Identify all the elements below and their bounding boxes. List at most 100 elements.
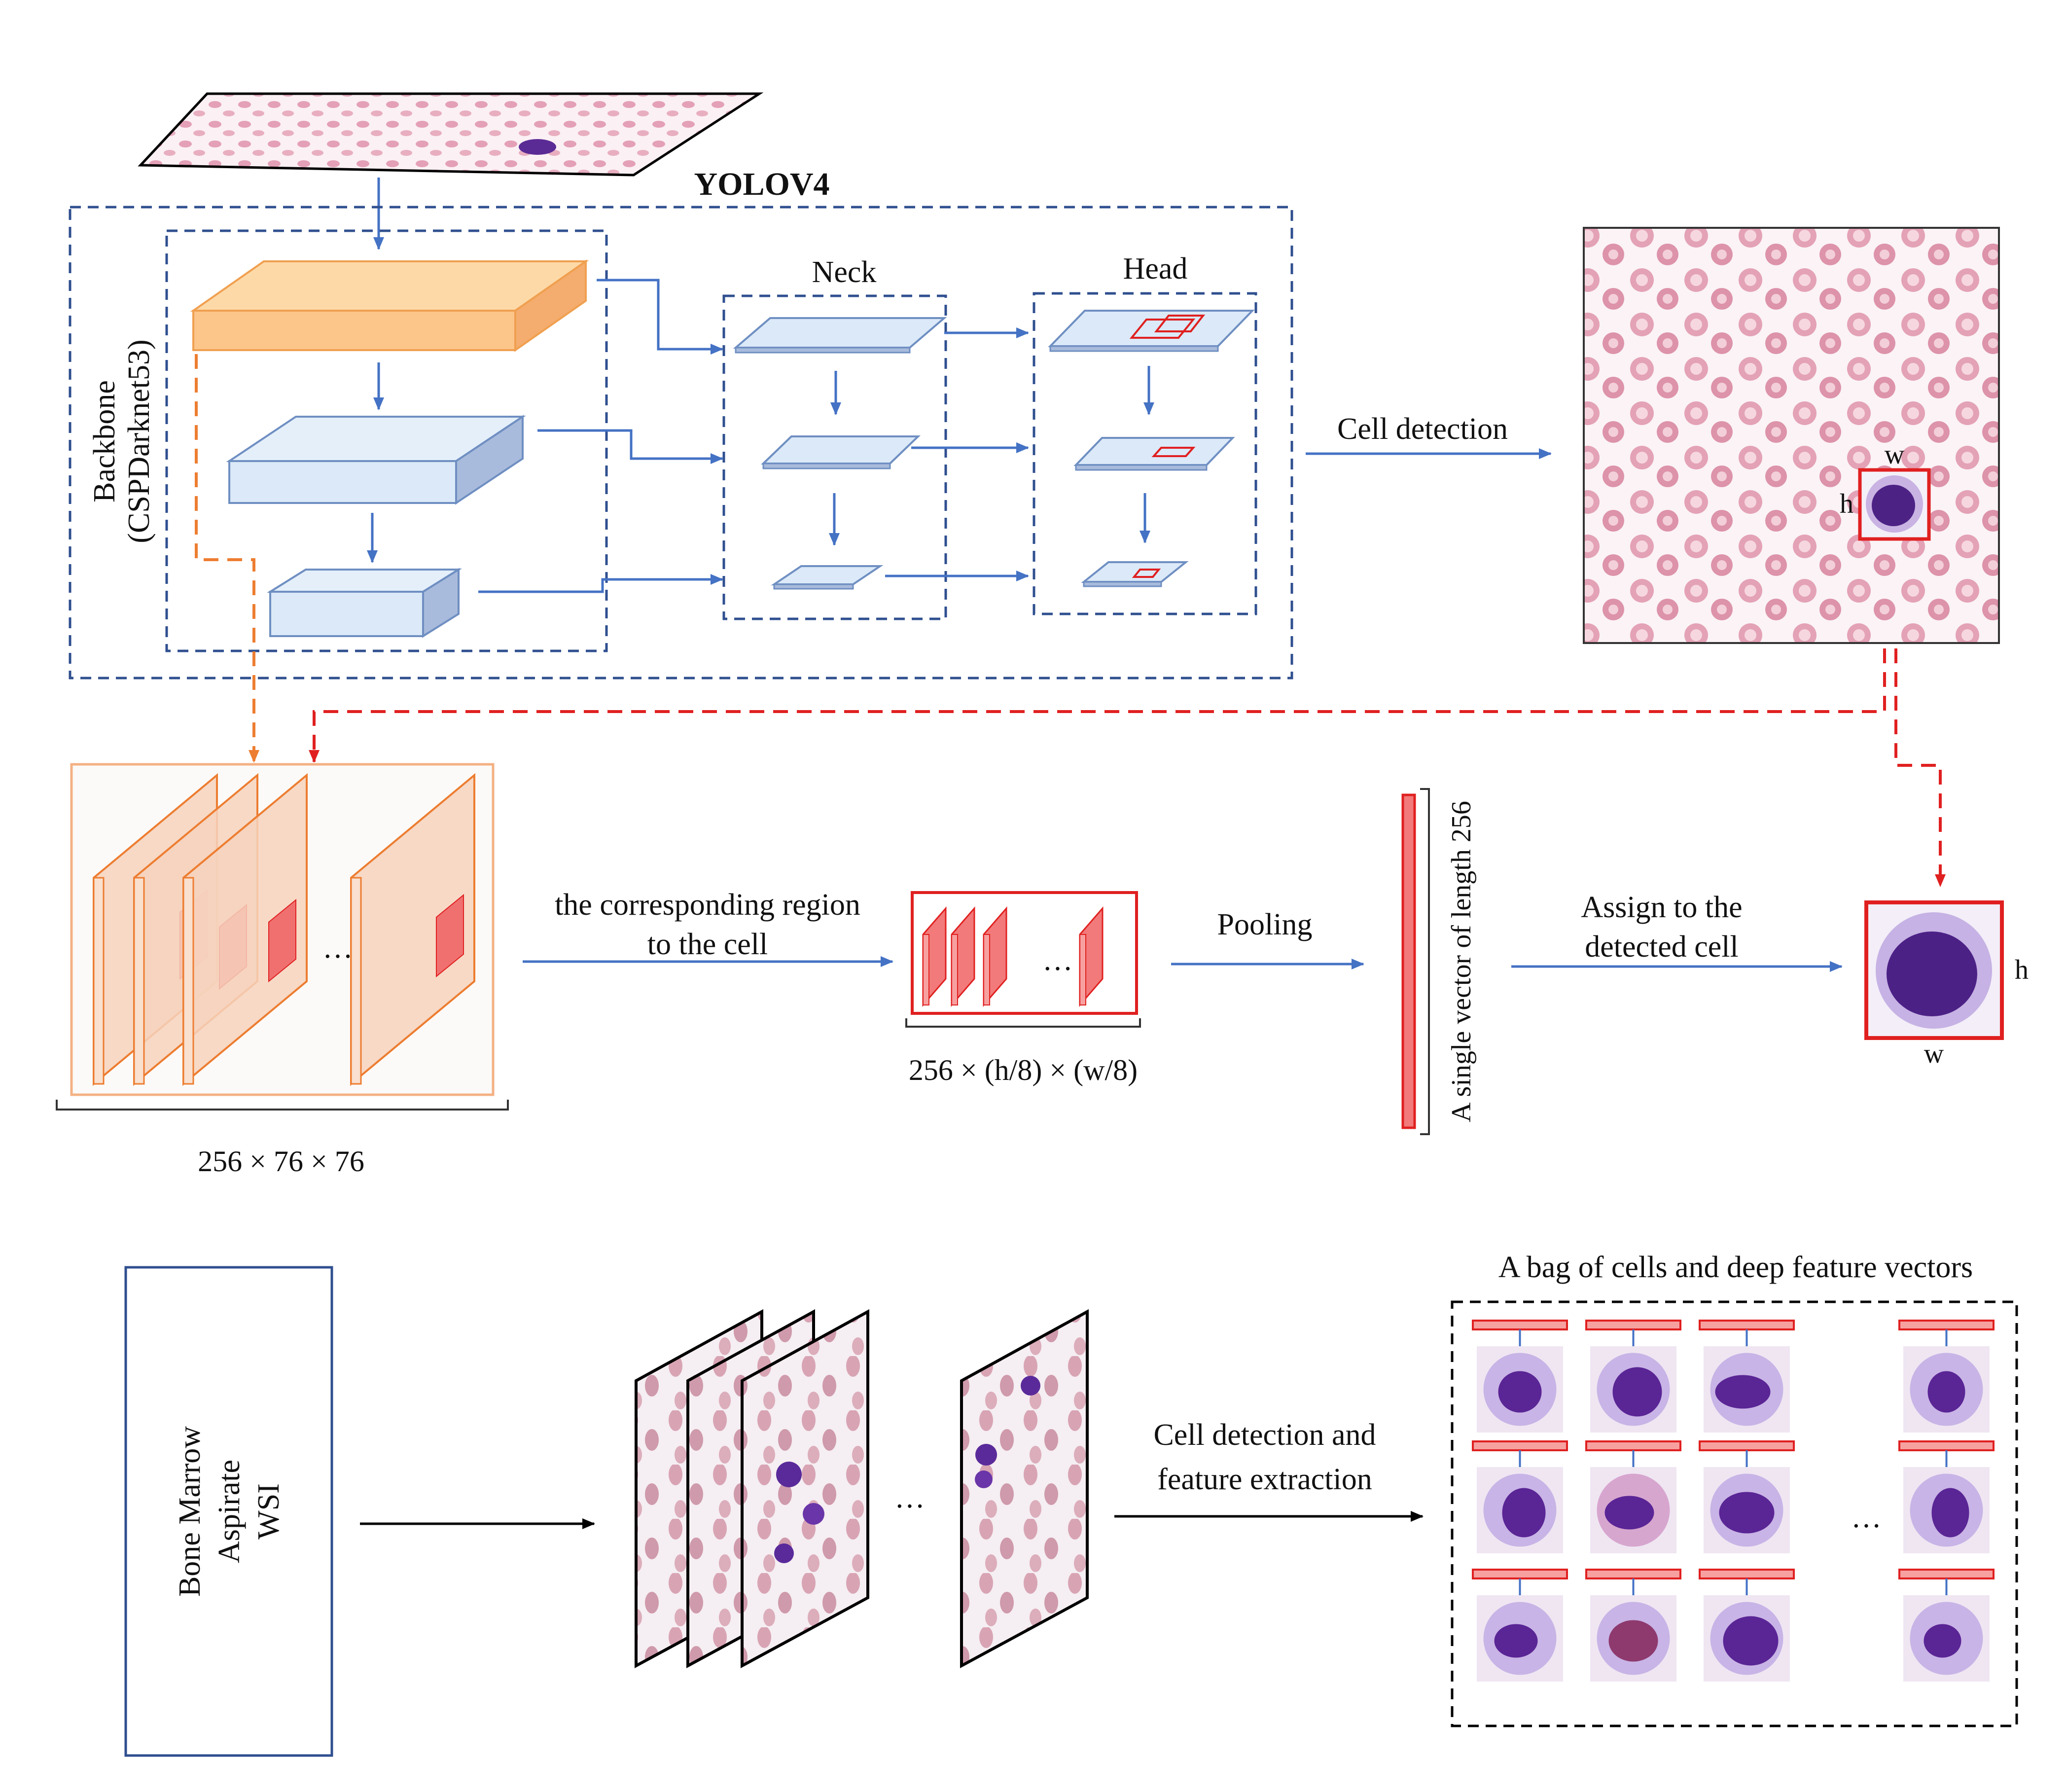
cell-nucleus (1604, 1496, 1654, 1530)
cell-feature-vector (1699, 1320, 1795, 1330)
cell-nucleus (1931, 1488, 1969, 1538)
cell-nucleus (1719, 1492, 1775, 1534)
cell-feature-vector (1585, 1440, 1681, 1451)
backbone-label: Backbone (88, 380, 121, 502)
bag-ellipsis: ··· (1851, 1509, 1882, 1543)
cropped-map-3 (983, 906, 1007, 1007)
cell-feature-vector (1472, 1440, 1568, 1451)
wsi-tile-3 (741, 1309, 869, 1669)
feature-vector-label: A single vector of length 256 (1446, 801, 1477, 1122)
yolo-box (69, 206, 1293, 680)
bag-cell-item (1585, 1569, 1681, 1682)
backbone-sublabel: (CSPDarknet53) (122, 339, 156, 543)
cell-feature-vector (1472, 1320, 1568, 1330)
cropped-ellipsis: ··· (1042, 952, 1073, 986)
cell-feature-vector (1699, 1569, 1795, 1579)
zoomed-cell: h w (1864, 900, 2029, 1069)
feature-map-3 (182, 773, 308, 1086)
cell-feature-vector (1699, 1440, 1795, 1451)
zoomed-cell-bbox (1864, 900, 2004, 1040)
cell-nucleus (1502, 1488, 1546, 1538)
feature-map-brace (56, 1100, 509, 1111)
bag-cell-item (1898, 1569, 1995, 1682)
head-label: Head (1123, 252, 1188, 286)
cell-nucleus (1715, 1375, 1771, 1409)
backbone-layer-3 (267, 568, 462, 638)
neck-layer-2 (761, 435, 921, 469)
cell-feature-vector (1585, 1320, 1681, 1330)
cropped-map-1 (922, 906, 947, 1007)
cropped-map-n (1079, 906, 1104, 1007)
backbone-neck-connector-1 (597, 279, 723, 355)
neck-layer-1 (733, 317, 947, 354)
extract-label-1: Cell detection and (1153, 1418, 1376, 1452)
cell-feature-vector (1898, 1569, 1995, 1579)
backbone-layer-1 (190, 259, 589, 352)
orange-feature-path (195, 354, 259, 763)
backbone-layer-2 (226, 415, 526, 505)
wsi-box (124, 1266, 333, 1757)
cropped-brace (905, 1018, 1141, 1028)
bbox-h-label: h (1840, 489, 1853, 519)
cell-feature-vector (1898, 1440, 1995, 1451)
head-layer-2 (1073, 437, 1235, 471)
cropped-dims: 256 × (h/8) × (w/8) (909, 1054, 1138, 1086)
cell-nucleus (1494, 1624, 1538, 1658)
cell-detection-label: Cell detection (1337, 412, 1508, 446)
wsi-tile-n (960, 1309, 1089, 1669)
neck-layer-3 (771, 565, 884, 590)
cropped-feature-stack: ··· (922, 906, 1104, 1007)
bag-cell-item (1585, 1320, 1681, 1433)
bag-cell-item (1699, 1440, 1795, 1553)
bag-cell-item (1898, 1320, 1995, 1433)
wbc-in-smear (519, 139, 556, 155)
pooling-label: Pooling (1217, 908, 1313, 941)
bag-cells-grid (1472, 1320, 1995, 1682)
cell-nucleus (1608, 1620, 1658, 1662)
assign-label-2: detected cell (1585, 930, 1739, 964)
backbone-neck-connector-2 (537, 429, 723, 464)
head-layer-1 (1048, 310, 1255, 352)
zoomed-cell-h-label: h (2015, 955, 2029, 985)
cell-feature-vector (1585, 1569, 1681, 1579)
backbone-box (165, 229, 608, 652)
bag-cell-item (1472, 1440, 1568, 1553)
wsi-label-3: WSI (252, 1483, 285, 1540)
assign-label-1: Assign to the (1581, 891, 1742, 924)
red-bbox-path-right (1894, 648, 1946, 887)
cell-feature-vector (1472, 1569, 1568, 1579)
feature-vector (1401, 793, 1416, 1129)
cell-nucleus (1924, 1624, 1961, 1658)
cell-nucleus (1498, 1371, 1542, 1413)
bag-cell-item (1699, 1569, 1795, 1682)
extract-label-2: feature extraction (1157, 1463, 1372, 1496)
feature-map-dims: 256 × 76 × 76 (198, 1145, 364, 1178)
head-box (1033, 292, 1257, 615)
backbone-neck-connector-3 (478, 574, 723, 593)
yolo-title: YOLOV4 (694, 166, 829, 202)
detected-wbc (1872, 485, 1915, 526)
wsi-label-2: Aspirate (213, 1460, 246, 1563)
wsi-label-1: Bone Marrow (173, 1426, 207, 1597)
cell-nucleus (1612, 1367, 1662, 1417)
bag-cell-item (1472, 1569, 1568, 1682)
input-smear-image (138, 92, 764, 177)
bag-cell-item (1898, 1440, 1995, 1553)
neck-box (722, 294, 947, 620)
wsi-tiles-stack: ··· (635, 1309, 1089, 1669)
cell-nucleus (1723, 1616, 1779, 1666)
neck-label: Neck (812, 255, 877, 289)
feature-map-stack: ··· (93, 773, 475, 1086)
feature-map-ellipsis: ··· (322, 940, 353, 973)
bag-title: A bag of cells and deep feature vectors (1498, 1251, 1973, 1284)
feature-vector-brace (1420, 788, 1430, 1135)
cropped-map-2 (951, 906, 975, 1007)
cell-nucleus (1927, 1371, 1965, 1413)
bbox-w-label: w (1885, 439, 1905, 470)
red-bbox-path-left (309, 648, 1886, 763)
zoomed-cell-w-label: w (1924, 1039, 1944, 1069)
detection-bbox (1858, 468, 1931, 541)
bag-cell-item (1585, 1440, 1681, 1553)
region-label-1: the corresponding region (555, 888, 860, 922)
